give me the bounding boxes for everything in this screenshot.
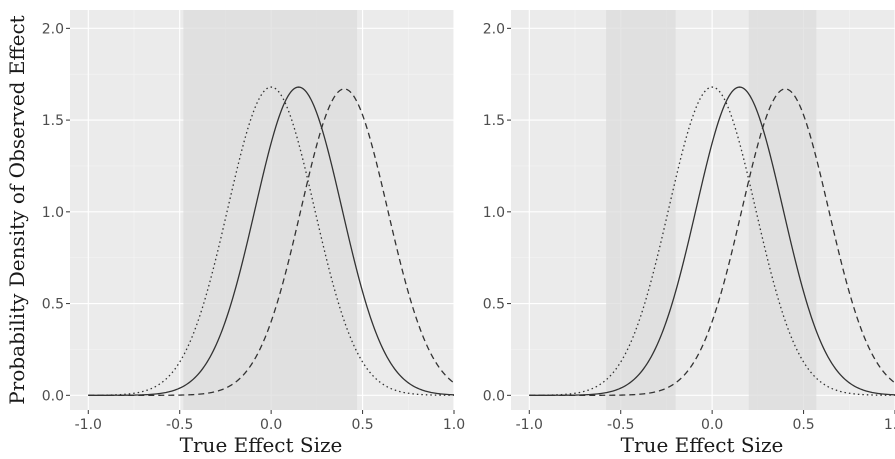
- density-curve-solid: [88, 86, 455, 396]
- y-tick-label: 2.0: [483, 21, 505, 37]
- x-tick-label: 1.0: [884, 417, 895, 433]
- density-curve-solid: [529, 86, 895, 396]
- y-tick-label: 1.5: [42, 113, 64, 129]
- y-tick-label: 1.5: [483, 113, 505, 129]
- y-tick-label: 0.0: [483, 388, 505, 404]
- x-tick-label: 0.0: [701, 417, 723, 433]
- density-curve-dashed: [88, 88, 455, 396]
- x-tick-label: 0.0: [260, 417, 282, 433]
- density-curve-dashed: [529, 88, 895, 396]
- shaded-region: [748, 10, 817, 410]
- x-tick-label: 0.5: [351, 417, 373, 433]
- y-tick-label: 0.0: [42, 388, 64, 404]
- x-tick-label: 1.0: [443, 417, 465, 433]
- y-tick-label: 2.0: [42, 21, 64, 37]
- x-tick-label: -1.0: [516, 417, 543, 433]
- y-tick-label: 1.0: [42, 205, 64, 221]
- x-axis-title-left: True Effect Size: [180, 433, 343, 457]
- x-tick-label: -1.0: [75, 417, 102, 433]
- y-tick-label: 0.5: [42, 297, 64, 313]
- x-axis-title-right: True Effect Size: [621, 433, 784, 457]
- y-tick-label: 1.0: [483, 205, 505, 221]
- shaded-region: [183, 10, 358, 410]
- left-panel: -1.0 -0.5 0.0 0.5 1.0 0.0 0.5 1.0 1.5 2.0: [42, 10, 465, 433]
- shaded-region: [606, 10, 676, 410]
- x-tick-label: -0.5: [166, 417, 193, 433]
- x-tick-label: 0.5: [792, 417, 814, 433]
- y-axis-title-left: Probability Density of Observed Effect: [5, 15, 29, 404]
- density-curve-dotted: [88, 86, 455, 396]
- right-panel: -1.0 -0.5 0.0 0.5 1.0 0.0 0.5 1.0 1.5 2.0: [483, 10, 895, 433]
- panel-background: [511, 10, 895, 410]
- y-tick-label: 0.5: [483, 297, 505, 313]
- density-curve-dotted: [529, 86, 895, 396]
- x-tick-label: -0.5: [607, 417, 634, 433]
